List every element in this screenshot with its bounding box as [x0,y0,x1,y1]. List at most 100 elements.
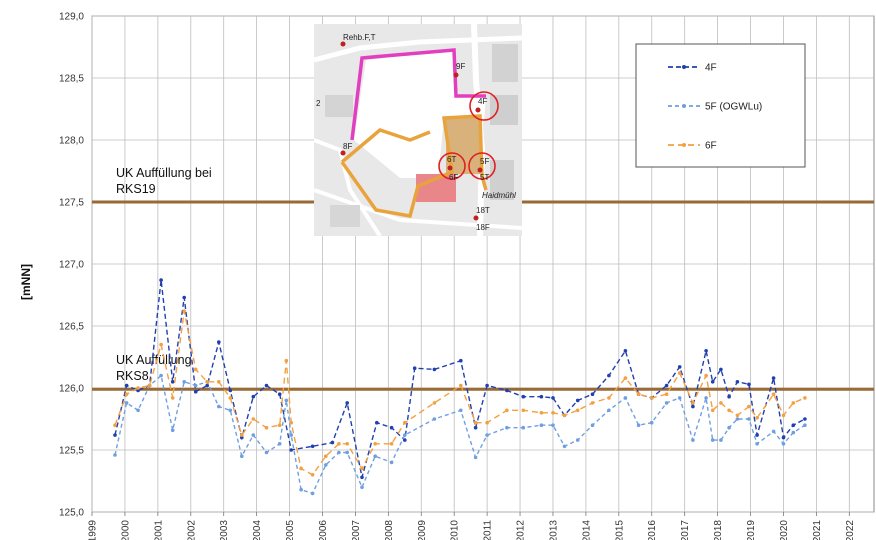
data-point [735,417,740,421]
x-tick-label: 2014 [581,520,592,540]
data-point [562,444,567,449]
data-point [521,425,526,430]
data-point [747,404,751,409]
data-point [289,433,294,437]
data-point [251,417,256,421]
data-point [412,366,417,371]
data-point [251,433,256,437]
data-point [505,425,509,430]
data-point [485,433,489,437]
x-tick-label: 2013 [548,520,559,540]
data-point [193,383,198,388]
series-5f [113,373,807,496]
data-point [505,408,509,413]
data-point [277,423,282,428]
map-marker [477,167,483,173]
legend: 4F 5F (OGWLu) 6F [635,43,806,168]
data-point [360,485,364,490]
reference-line-label: RKS8 [116,369,149,383]
legend-label: 6F [705,141,717,152]
data-point [636,423,641,428]
data-point [791,401,796,405]
legend-marker [682,65,686,69]
data-point [575,438,580,442]
data-point [217,404,221,409]
map-label: 18F [476,223,490,232]
data-point [791,423,796,428]
data-point [691,438,695,442]
map-magenta-boundary [350,48,486,141]
series-4f [113,278,807,480]
data-point [228,408,233,413]
y-tick-label: 128,0 [59,136,84,147]
map-marker [340,41,346,47]
data-point [473,420,478,425]
data-point [649,420,654,425]
map-building [490,95,518,125]
data-point [704,373,708,378]
data-point [459,408,463,413]
data-point [432,401,437,405]
data-point [182,295,186,300]
data-point [710,408,715,413]
data-point [704,396,708,400]
data-point [264,425,269,430]
data-point [193,389,198,394]
data-point [147,383,152,388]
data-point [473,455,478,460]
map-label: 6T [447,155,456,164]
data-point [136,388,140,393]
data-point [124,392,129,397]
map-label: 2 [316,99,321,108]
data-point [710,438,715,442]
map-road-west [313,138,382,238]
legend-label: 4F [705,63,717,74]
map-label: 4F [478,97,487,106]
data-point [607,373,611,378]
data-point [473,425,478,430]
map-label: 6F [449,173,458,182]
data-point [771,392,776,397]
data-point [505,388,509,393]
data-point [704,349,708,353]
data-point [747,417,751,421]
data-point [240,433,244,437]
data-point [781,435,786,440]
data-point [551,411,555,415]
data-point [755,416,759,420]
data-point [403,420,407,425]
y-axis-label: [mNN] [19,264,33,300]
data-point [771,376,776,380]
x-tick-label: 2001 [153,520,164,540]
map-label: 9F [456,62,465,71]
data-point [781,413,786,418]
data-point [136,386,140,390]
x-tick-label: 2017 [680,520,691,540]
data-point [324,463,328,467]
data-point [664,401,669,405]
inset-map: Rehb.F,T 9F 4F 8F 6T 6F 5F 5T 18T 18F Ha… [313,23,523,238]
data-point [124,401,129,405]
data-point [324,454,328,459]
data-point [136,408,140,413]
y-tick-label: 127,0 [59,260,84,271]
data-point [719,367,723,372]
data-point [159,278,163,282]
y-tick-label: 126,5 [59,322,84,333]
data-point [521,408,526,413]
data-point [735,380,740,384]
series-6f [113,309,807,477]
x-tick-label: 2004 [252,520,263,540]
data-point [264,383,269,388]
data-point [113,423,117,428]
data-point [691,401,695,405]
map-circle-5f [468,152,496,180]
map-road [313,35,523,63]
data-point [205,380,209,384]
map-building [492,44,518,82]
x-tick-label: 2018 [713,520,724,540]
x-tick-label: 2011 [483,520,494,540]
data-point [251,394,256,399]
map-label: 5T [480,173,489,182]
map-building [325,95,353,117]
